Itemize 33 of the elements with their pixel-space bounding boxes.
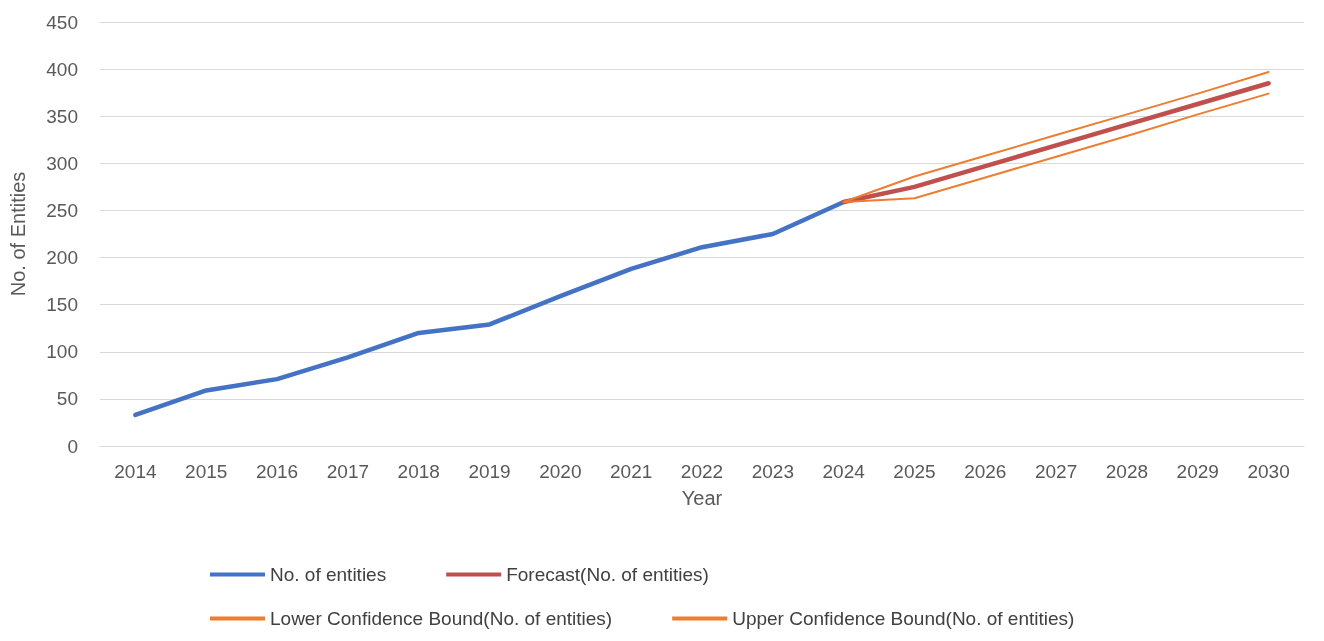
x-tick-label: 2023 xyxy=(751,461,794,482)
legend-label: Lower Confidence Bound(No. of entities) xyxy=(270,608,613,629)
x-tick-label: 2017 xyxy=(326,461,370,482)
x-tick-label: 2018 xyxy=(397,461,440,482)
y-tick-label: 300 xyxy=(46,152,78,174)
x-tick-label: 2020 xyxy=(539,461,582,482)
x-tick-label: 2025 xyxy=(893,461,936,482)
y-tick-label: 100 xyxy=(46,341,78,363)
legend-label: Forecast(No. of entities) xyxy=(506,564,709,585)
x-tick-label: 2027 xyxy=(1034,461,1078,482)
y-tick-label: 250 xyxy=(46,199,78,221)
x-tick-label: 2016 xyxy=(255,461,299,482)
x-tick-label: 2022 xyxy=(680,461,724,482)
x-axis-title: Year xyxy=(681,487,723,509)
y-tick-label: 400 xyxy=(46,58,78,80)
y-tick-label: 0 xyxy=(67,435,78,457)
x-tick-label: 2015 xyxy=(185,461,228,482)
x-tick-label: 2021 xyxy=(610,461,653,482)
y-tick-label: 350 xyxy=(46,105,78,127)
legend-label: Upper Confidence Bound(No. of entities) xyxy=(732,608,1075,629)
y-tick-label: 450 xyxy=(46,11,78,33)
x-tick-label: 2026 xyxy=(964,461,1007,482)
x-tick-label: 2019 xyxy=(468,461,511,482)
y-axis-title: No. of Entities xyxy=(7,171,29,297)
y-tick-label: 200 xyxy=(46,247,78,269)
legend-label: No. of entities xyxy=(270,564,387,585)
y-tick-label: 50 xyxy=(56,388,78,410)
x-tick-label: 2014 xyxy=(114,461,157,482)
x-tick-label: 2028 xyxy=(1105,461,1149,482)
y-tick-label: 150 xyxy=(46,294,78,316)
x-tick-label: 2030 xyxy=(1247,461,1290,482)
x-tick-label: 2024 xyxy=(822,461,866,482)
x-tick-label: 2029 xyxy=(1176,461,1219,482)
